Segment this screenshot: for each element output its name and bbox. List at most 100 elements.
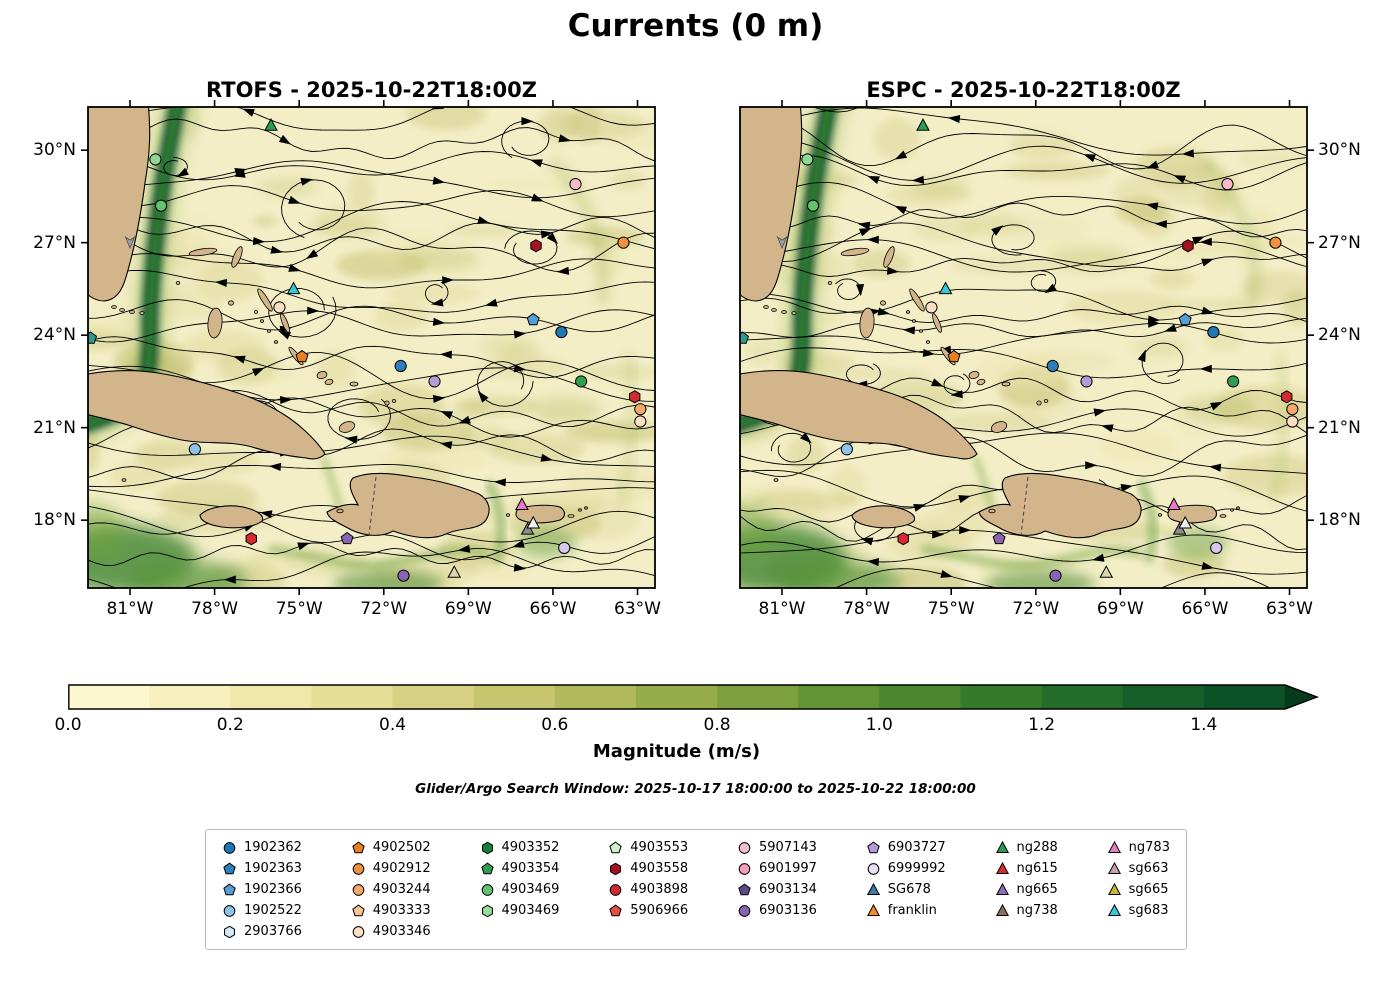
legend-label: 6903136: [759, 903, 817, 918]
legend-entry: SG678: [866, 879, 946, 900]
float-marker: [609, 884, 622, 896]
lon-tick-label: 63°W: [1266, 599, 1313, 619]
legend-entry: 6903727: [866, 837, 946, 858]
float-marker: [223, 883, 236, 896]
legend-label: sg665: [1128, 882, 1169, 897]
legend-label: 6901997: [759, 861, 817, 876]
legend-label: ng665: [1016, 882, 1058, 897]
panel-title-rtofs: RTOFS - 2025-10-22T18:00Z: [206, 78, 537, 102]
hexagon-marker-icon: [224, 925, 235, 939]
float-marker: [397, 569, 410, 582]
lat-tick-label-left: 18°N: [33, 510, 76, 531]
legend-entry: ng738: [995, 900, 1058, 921]
lat-tick-label-right: 18°N: [1318, 510, 1361, 531]
float-marker: [352, 884, 365, 896]
circle-marker-icon: [223, 905, 236, 917]
float-marker: [1286, 415, 1299, 428]
lon-tick-label: 78°W: [191, 599, 239, 619]
colorbar-tick-label: 0.6: [541, 715, 569, 735]
float-marker: [992, 531, 1006, 545]
float-marker: [801, 153, 814, 166]
lon-tick-label: 66°W: [529, 599, 577, 619]
float-marker: [1107, 882, 1121, 895]
float-marker: [740, 331, 750, 344]
lat-tick-label-left: 21°N: [33, 417, 76, 438]
triangle-marker-icon: [866, 882, 880, 895]
float-marker: [938, 281, 953, 295]
legend-label: 2903766: [244, 924, 302, 939]
legend-label: sg663: [1128, 861, 1169, 876]
float-marker: [1210, 541, 1223, 555]
triangle-marker-icon: [995, 882, 1009, 895]
legend-entry: sg683: [1107, 900, 1170, 921]
legend-entry: 4902912: [351, 858, 431, 879]
legend-entry: 6999992: [866, 858, 946, 879]
legend-label: 4903553: [630, 840, 689, 855]
legend-entry: 4903553: [608, 837, 688, 858]
legend-label: ng783: [1128, 840, 1170, 855]
float-marker: [867, 863, 880, 875]
legend-entry: 6903136: [737, 900, 817, 921]
legend-entry: 5907143: [737, 837, 817, 858]
colorbar-tick-label: 1.2: [1028, 715, 1056, 735]
legend-entry: 4903469: [480, 900, 559, 921]
lat-tick-label-right: 24°N: [1318, 325, 1361, 346]
legend-column: 6903727 6999992 SG678 franklin: [866, 837, 946, 942]
float-marker: [273, 301, 286, 314]
float-marker: [634, 403, 647, 416]
espc-map-svg: [739, 100, 1314, 595]
float-marker: [617, 236, 630, 249]
legend-label: ng288: [1016, 840, 1058, 855]
float-marker: [428, 375, 441, 388]
float-marker: [352, 904, 365, 917]
float-marker: [149, 153, 162, 166]
legend-label: 4903469: [501, 882, 560, 897]
float-marker: [867, 841, 880, 854]
lon-tick-label: 72°W: [360, 599, 408, 619]
legend-label: 1902362: [244, 840, 302, 855]
float-marker: [738, 863, 751, 875]
lat-tick-label-right: 30°N: [1318, 140, 1361, 161]
float-marker: [1107, 861, 1121, 874]
espc-map-panel: [739, 100, 1314, 595]
legend-entry: 4903558: [608, 858, 688, 879]
legend-entry: 1902522: [222, 900, 302, 921]
triangle-marker-icon: [1107, 861, 1121, 874]
lat-tick-label-right: 21°N: [1318, 417, 1361, 438]
hexagon-marker-icon: [481, 904, 493, 918]
float-marker: [995, 882, 1009, 895]
legend-label: 1902366: [244, 882, 302, 897]
float-marker: [1178, 515, 1193, 529]
hexagon-marker-icon: [481, 841, 493, 855]
float-marker: [340, 531, 354, 545]
float-marker: [897, 532, 909, 546]
triangle-marker-icon: [1107, 840, 1121, 853]
float-marker: [188, 443, 201, 456]
lon-tick-label: 81°W: [758, 599, 806, 619]
float-marker: [558, 541, 571, 555]
legend-label: 4902912: [372, 861, 431, 876]
float-marker: [1107, 903, 1121, 916]
hexagon-marker-icon: [610, 862, 622, 876]
legend-entry: 4903354: [480, 858, 559, 879]
circle-marker-icon: [738, 863, 751, 875]
circle-marker-icon: [223, 842, 236, 854]
lon-tick-label: 72°W: [1012, 599, 1060, 619]
circle-marker-icon: [352, 884, 365, 896]
gray-location-arrow-icon: [776, 236, 788, 250]
float-marker: [925, 301, 938, 314]
legend-entry: 4903469: [480, 879, 560, 900]
figure-title: Currents (0 m): [567, 8, 824, 44]
triangle-marker-icon: [995, 903, 1009, 916]
legend-label: franklin: [887, 903, 937, 918]
float-marker: [352, 863, 365, 875]
float-marker: [1080, 375, 1093, 388]
float-marker: [1107, 840, 1121, 853]
pentagon-marker-icon: [480, 862, 494, 875]
legend-column: 4903553 4903558 4903898 5906966: [608, 837, 688, 942]
float-marker: [526, 312, 540, 326]
legend-label: 4903244: [372, 882, 431, 897]
colorbar-tick-label: 0.4: [379, 715, 407, 735]
colorbar-gradient: [68, 684, 1319, 710]
